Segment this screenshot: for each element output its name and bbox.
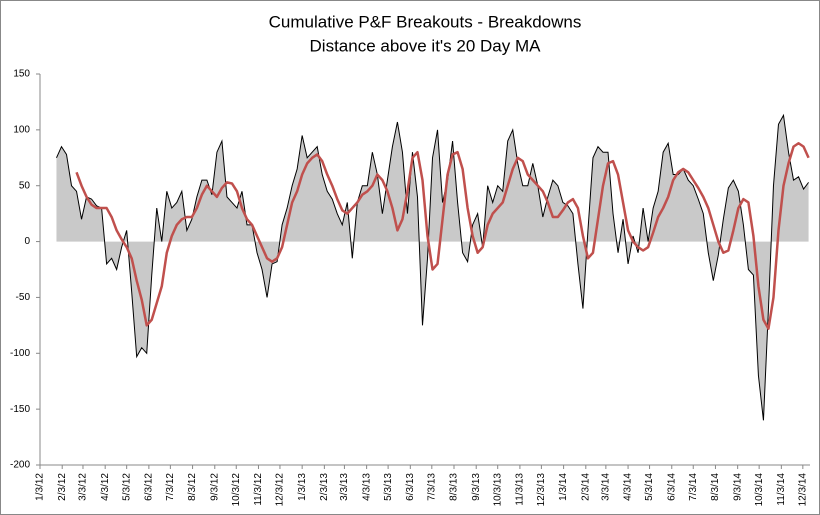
x-tick-label: 11/3/12 <box>253 473 264 506</box>
x-tick-label: 7/3/12 <box>165 473 176 501</box>
x-tick-label: 12/3/14 <box>797 473 808 507</box>
y-tick-label: 50 <box>19 180 31 191</box>
x-tick-label: 10/3/12 <box>231 473 242 507</box>
x-tick-label: 2/3/13 <box>319 473 330 501</box>
x-tick-label: 8/3/14 <box>710 473 721 501</box>
x-tick-label: 12/3/13 <box>536 473 547 507</box>
x-tick-label: 11/3/14 <box>776 473 787 506</box>
y-tick-label: 0 <box>24 236 30 247</box>
y-tick-label: -200 <box>10 460 30 471</box>
ma-line <box>75 142 810 330</box>
x-tick-label: 4/3/12 <box>100 473 111 501</box>
x-tick-label: 7/3/13 <box>426 473 437 501</box>
y-tick-label: -50 <box>16 292 31 303</box>
x-tick-label: 1/3/13 <box>297 473 308 501</box>
x-tick-label: 2/3/12 <box>57 473 68 501</box>
x-tick-label: 2/3/14 <box>580 473 591 501</box>
x-tick-label: 11/3/13 <box>515 473 526 506</box>
x-tick-label: 5/3/13 <box>383 473 394 501</box>
y-tick-label: -150 <box>10 404 30 415</box>
chart-title: Cumulative P&F Breakouts - Breakdowns <box>269 12 582 31</box>
x-tick-label: 4/3/13 <box>361 473 372 501</box>
x-tick-label: 3/3/14 <box>601 473 612 501</box>
chart-subtitle: Distance above it's 20 Day MA <box>310 36 542 55</box>
y-tick-label: 100 <box>13 124 30 135</box>
x-tick-label: 3/3/13 <box>339 473 350 501</box>
x-tick-label: 6/3/13 <box>405 473 416 501</box>
y-tick-label: 150 <box>13 69 30 80</box>
area-fill <box>56 115 809 421</box>
y-tick-label: -100 <box>10 348 30 359</box>
x-tick-label: 7/3/14 <box>688 473 699 501</box>
x-tick-label: 9/3/14 <box>732 473 743 501</box>
x-tick-label: 8/3/13 <box>449 473 460 501</box>
x-tick-label: 4/3/14 <box>623 473 634 501</box>
x-tick-label: 5/3/14 <box>644 473 655 501</box>
x-tick-label: 6/3/14 <box>666 473 677 501</box>
x-tick-label: 1/3/12 <box>35 473 46 501</box>
x-tick-label: 5/3/12 <box>121 473 132 501</box>
x-tick-label: 9/3/12 <box>209 473 220 501</box>
x-tick-label: 12/3/12 <box>275 473 286 507</box>
x-tick-label: 1/3/14 <box>558 473 569 501</box>
x-tick-label: 9/3/13 <box>471 473 482 501</box>
x-tick-label: 8/3/12 <box>187 473 198 501</box>
x-tick-label: 10/3/14 <box>754 473 765 507</box>
x-tick-label: 6/3/12 <box>144 473 155 501</box>
x-tick-label: 10/3/13 <box>492 473 503 507</box>
x-tick-label: 3/3/12 <box>78 473 89 501</box>
